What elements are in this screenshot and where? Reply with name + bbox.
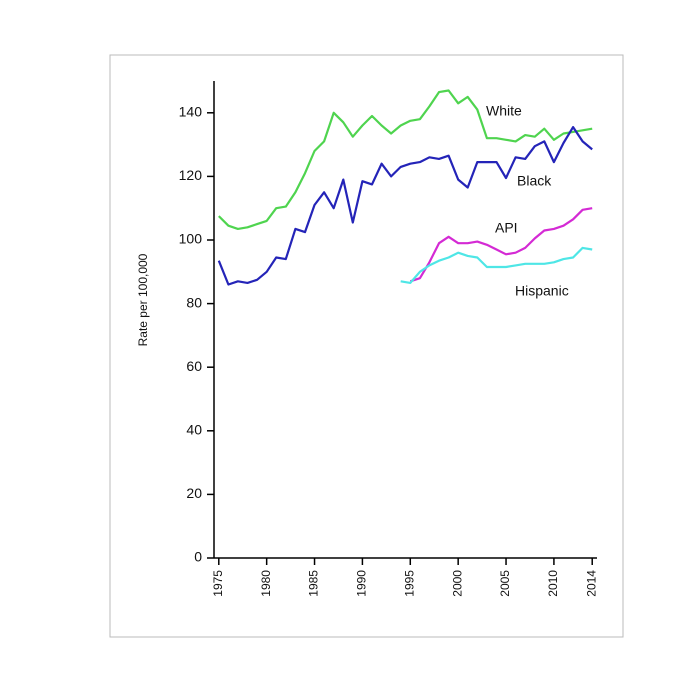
- y-axis-label: Rate per 100,000: [136, 253, 150, 346]
- y-tick-label: 140: [179, 104, 203, 120]
- x-tick-label: 1990: [355, 570, 369, 597]
- series-label: API: [495, 220, 518, 236]
- series-line: [409, 207, 593, 283]
- x-tick-label: 1995: [402, 570, 416, 597]
- chart-frame: [109, 54, 624, 638]
- y-tick-label: 60: [186, 358, 202, 374]
- series-line: [217, 125, 593, 286]
- x-tick-label: 1980: [259, 570, 273, 597]
- x-tick-label: 1975: [211, 570, 225, 597]
- series-label: Hispanic: [515, 283, 569, 299]
- y-tick-label: 0: [194, 549, 202, 565]
- series-line: [218, 89, 593, 230]
- series-label: White: [486, 103, 522, 119]
- y-tick-label: 100: [179, 231, 203, 247]
- x-tick-label: 2010: [546, 570, 560, 597]
- x-tick-label: 2000: [450, 570, 464, 597]
- y-tick-label: 40: [186, 422, 202, 438]
- y-tick-label: 20: [186, 485, 202, 501]
- x-tick-label: 2014: [584, 570, 598, 597]
- x-tick-label: 2005: [498, 570, 512, 597]
- y-tick-label: 80: [186, 294, 202, 310]
- series-line: [400, 246, 593, 284]
- x-tick-label: 1985: [307, 570, 321, 597]
- series-label: Black: [517, 173, 552, 189]
- y-tick-label: 120: [179, 167, 203, 183]
